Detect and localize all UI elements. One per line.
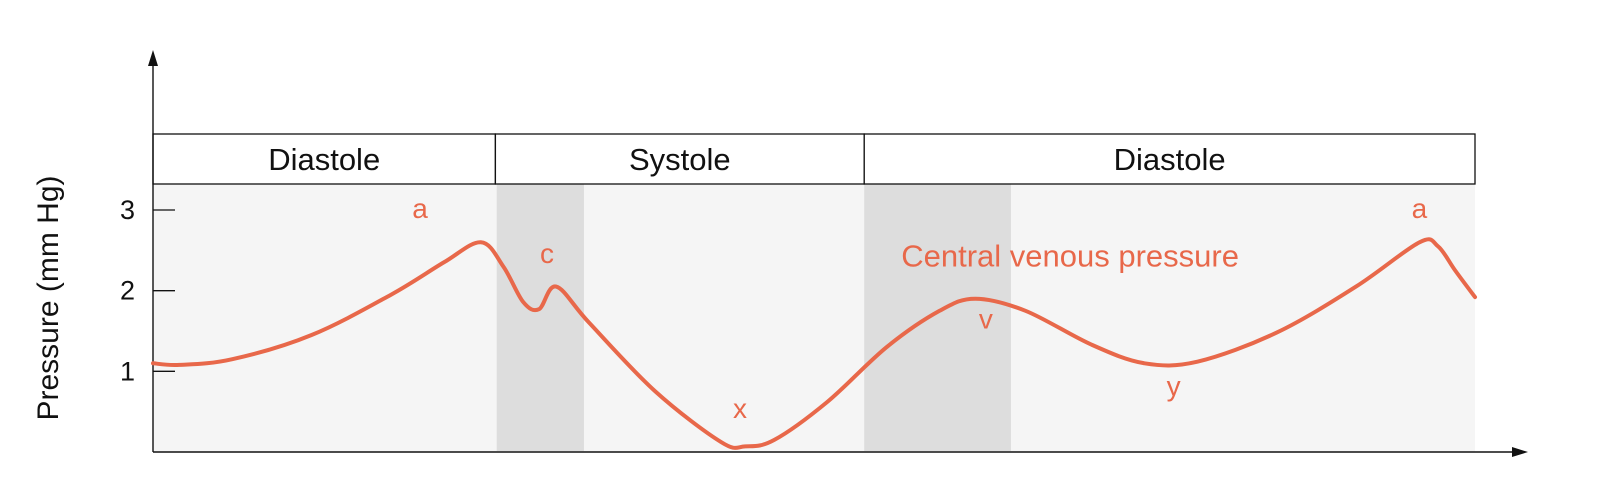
plot-background bbox=[153, 184, 1475, 452]
annotations: a c x v y a bbox=[412, 193, 1427, 424]
phase-header: Diastole Systole Diastole bbox=[152, 133, 1476, 185]
annotation-v-4: v bbox=[979, 304, 993, 335]
series-layer: Central venous pressure bbox=[151, 237, 1477, 450]
phase-label-1: Diastole bbox=[268, 142, 380, 177]
phase-box-3 bbox=[863, 133, 1476, 185]
phase-box-2 bbox=[494, 133, 865, 185]
shaded-bands bbox=[496, 184, 1011, 451]
annotation-x-3: x bbox=[733, 393, 747, 424]
phase-label-3: Diastole bbox=[1114, 142, 1226, 177]
y-tick-label-1: 1 bbox=[120, 356, 135, 386]
shaded-band-1 bbox=[496, 184, 584, 451]
series-name-label: Central venous pressure bbox=[901, 238, 1239, 273]
annotation-c-2: c bbox=[540, 238, 554, 269]
annotation-a-1: a bbox=[412, 193, 428, 224]
x-axis-arrow bbox=[1512, 447, 1528, 457]
y-tick-label-2: 2 bbox=[120, 276, 135, 306]
y-axis-arrow bbox=[148, 50, 158, 66]
axes: 1 2 3 bbox=[120, 50, 1528, 457]
y-tick-label-3: 3 bbox=[120, 195, 135, 225]
shaded-band-2 bbox=[864, 184, 1011, 451]
plot-background-layer bbox=[153, 184, 1475, 452]
annotation-y-5: y bbox=[1167, 371, 1181, 402]
annotation-a-6: a bbox=[1412, 193, 1428, 224]
phase-label-2: Systole bbox=[629, 142, 731, 177]
series-line-1 bbox=[151, 237, 1477, 450]
y-axis-label: Pressure (mm Hg) bbox=[32, 175, 65, 420]
